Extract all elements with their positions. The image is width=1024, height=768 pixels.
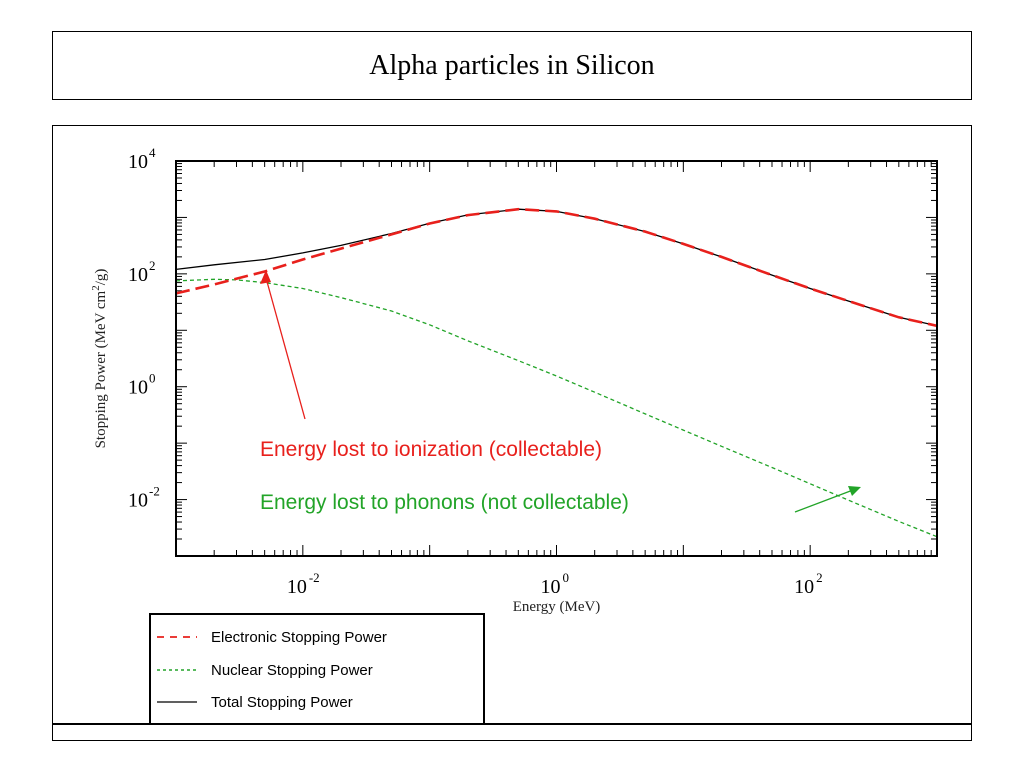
legend-label-nuclear: Nuclear Stopping Power [211,662,373,679]
x-tick-label-exp: 0 [563,570,570,585]
y-tick-label: 10 [128,151,148,173]
legend-label-total: Total Stopping Power [211,694,353,711]
series-layer [176,209,937,537]
y-tick-label-exp: -2 [149,484,160,499]
y-axis-label: Stopping Power (MeV cm2/g) [90,269,109,449]
annotation-ionization: Energy lost to ionization (collectable) [260,438,602,461]
arrow-phonons [795,486,861,512]
x-tick-label: 10 [287,576,307,598]
stopping-power-chart: 10-210010210410210010-2 Energy (MeV) Sto… [53,126,971,740]
y-tick-label-exp: 4 [149,145,156,160]
y-tick-label: 10 [128,377,148,399]
y-axis-label-tail: /g) [93,269,109,286]
y-tick-label: 10 [128,264,148,286]
page-title: Alpha particles in Silicon [369,50,654,82]
x-tick-label-exp: 2 [816,570,823,585]
y-axis-label-main: Stopping Power (MeV cm [93,290,109,448]
x-tick-label: 10 [541,576,561,598]
y-tick-label-exp: 2 [149,258,156,273]
legend-label-electronic: Electronic Stopping Power [211,629,387,646]
legend: Electronic Stopping Power Nuclear Stoppi… [150,614,484,724]
figure-frame: 10-210010210410210010-2 Energy (MeV) Sto… [52,125,972,741]
title-box: Alpha particles in Silicon [52,31,972,100]
annotation-phonons: Energy lost to phonons (not collectable) [260,491,629,514]
y-tick-label-exp: 0 [149,371,156,386]
x-tick-label-exp: -2 [309,570,320,585]
series-line-total-stopping-power [176,209,937,326]
y-tick-label: 10 [128,490,148,512]
series-line-electronic-stopping-power [176,209,937,326]
arrow-ionization [260,270,305,419]
x-axis-label: Energy (MeV) [513,599,601,615]
x-tick-label: 10 [794,576,814,598]
